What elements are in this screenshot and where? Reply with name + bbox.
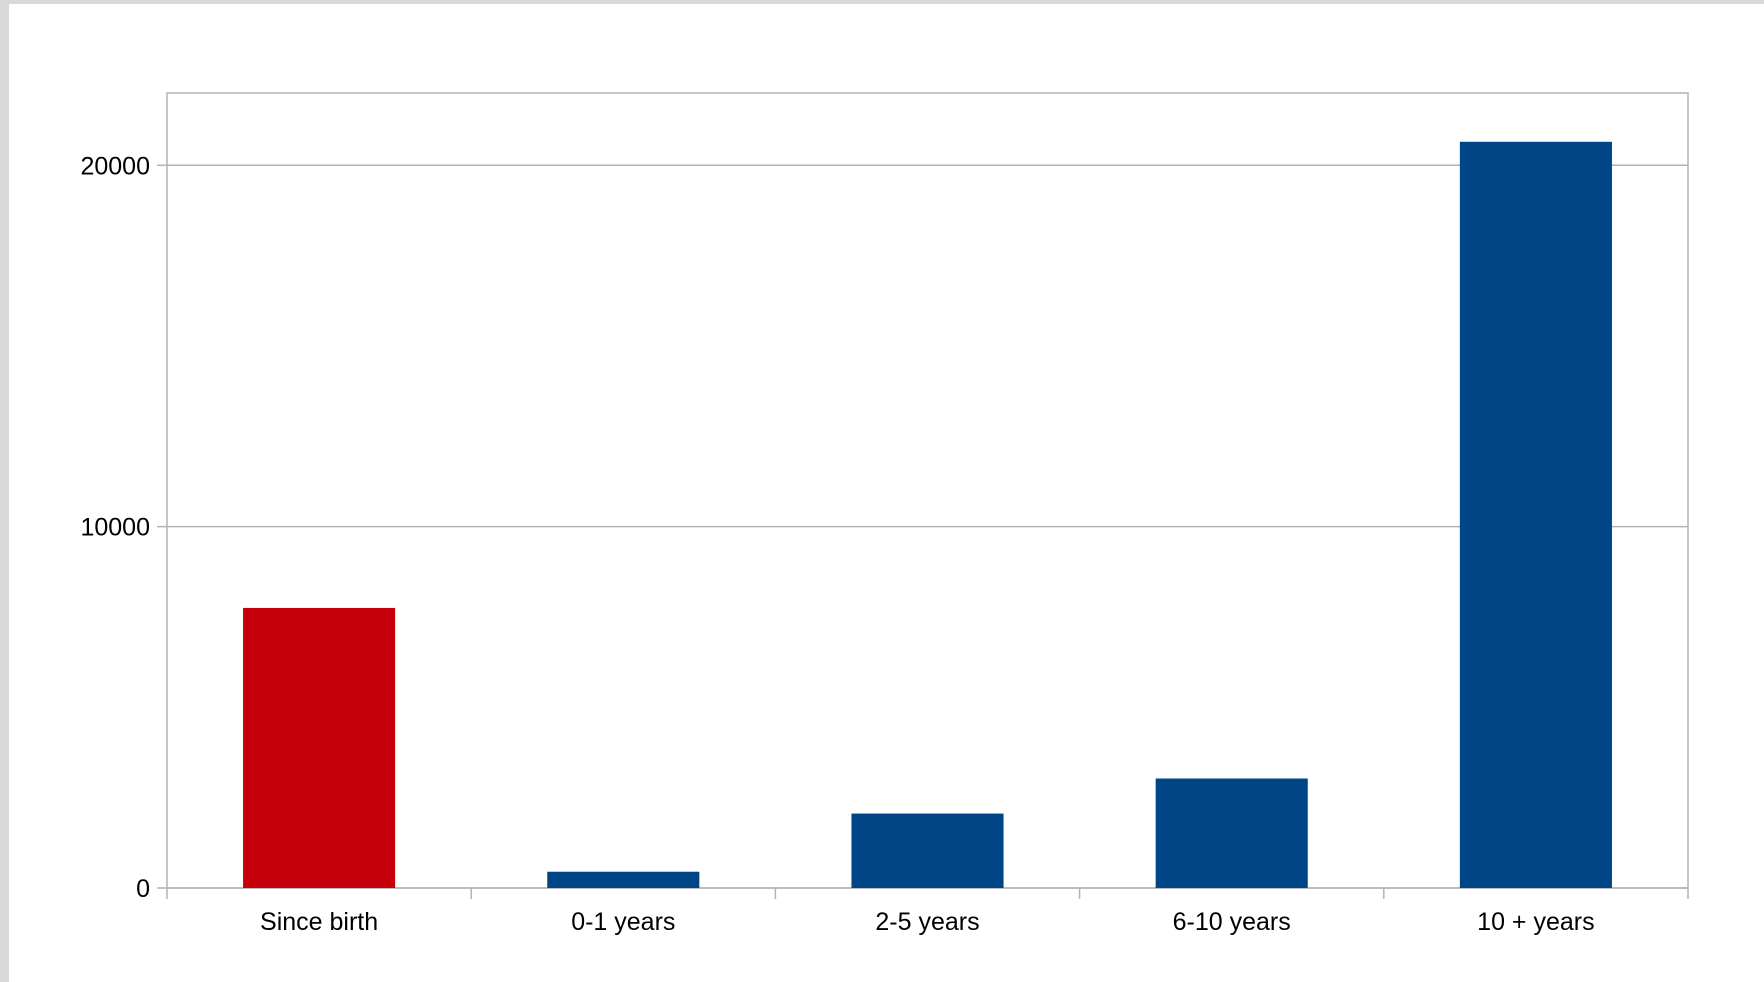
x-tick-label: 10 + years xyxy=(1477,908,1594,936)
x-axis: Since birth 0-1 years 2-5 years 6-10 years 1… xyxy=(166,888,1689,936)
y-tick-label: 20000 xyxy=(80,152,150,180)
y-axis: 0 10000 20000 xyxy=(80,152,167,903)
bar-since-birth xyxy=(243,607,396,888)
y-tick-label: 0 xyxy=(136,875,150,903)
bars xyxy=(243,141,1612,889)
bar-0-1-years xyxy=(547,871,700,888)
bar-2-5-years xyxy=(851,813,1004,888)
bar-10-years xyxy=(1459,141,1612,889)
x-tick-label: 6-10 years xyxy=(1173,908,1291,936)
x-tick-label: 0-1 years xyxy=(571,908,675,936)
y-tick-label: 10000 xyxy=(80,514,150,542)
x-tick-label: Since birth xyxy=(260,908,378,936)
x-tick-label: 2-5 years xyxy=(875,908,979,936)
bar-6-10-years xyxy=(1155,778,1308,888)
